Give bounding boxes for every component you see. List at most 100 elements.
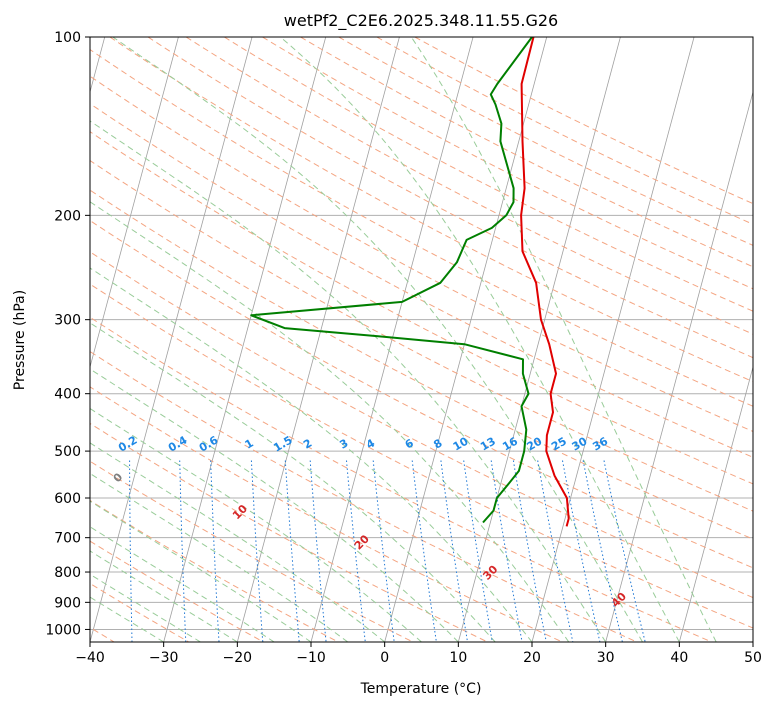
mixing-ratio-line: [411, 460, 437, 642]
mixing-ratio-line: [82, 461, 83, 643]
dry-adiabat-line: [90, 131, 753, 485]
mixing-ratio-label: 4: [364, 436, 377, 451]
profile-series: [250, 37, 570, 527]
mixing-ratio-line: [250, 460, 264, 642]
y-tick-label: 100: [54, 30, 81, 46]
dry-adiabat-line: [224, 37, 753, 312]
y-tick-label: 600: [54, 491, 81, 507]
dry-adiabat-line: [90, 283, 753, 629]
plot-frame: [89, 36, 754, 643]
dry-adiabat-label: 40: [609, 590, 629, 610]
mixing-ratio-line: [562, 460, 601, 642]
mixing-ratio-line: [582, 460, 623, 642]
moist-adiabat-line: [90, 368, 459, 642]
mixing-ratio-line: [490, 460, 523, 642]
dry-adiabat-line: [90, 220, 753, 569]
dry-adiabat-line: [262, 37, 753, 290]
isotherm-line: [605, 90, 753, 642]
dry-adiabat-line: [109, 37, 753, 383]
mixing-ratio-line: [440, 460, 468, 642]
mixing-ratio-label: 1: [243, 437, 256, 452]
moist-adiabat-line: [90, 472, 349, 642]
moist-adiabat-line: [90, 407, 422, 642]
y-tick-label: 900: [54, 595, 81, 611]
chart-title: wetPf2_C2E6.2025.348.11.55.G26: [284, 11, 558, 31]
isotherm-line: [236, 37, 400, 642]
moist-adiabat-line: [90, 550, 238, 642]
isotherm-line: [384, 37, 548, 642]
x-tick-label: −10: [296, 650, 326, 666]
moist-adiabat-line: [90, 267, 533, 642]
mixing-ratio-label: 6: [403, 436, 416, 451]
isotherm-line: [90, 37, 179, 369]
dry-adiabat-label: 10: [230, 502, 250, 522]
dry-adiabat-label: 0: [111, 470, 126, 485]
temperature-line: [520, 37, 570, 527]
x-tick-label: −30: [149, 650, 179, 666]
x-tick-label: 10: [449, 650, 467, 666]
moist-adiabat-line: [280, 37, 680, 642]
dry-adiabat-line: [147, 37, 753, 359]
isotherm-line: [678, 365, 753, 642]
dry-adiabat-line: [376, 37, 753, 225]
isotherm-line: [90, 37, 253, 642]
y-tick-label: 300: [54, 313, 81, 329]
moist-adiabat-line: [112, 37, 643, 642]
dry-adiabat-label: 30: [480, 563, 500, 583]
y-tick-label: 200: [54, 208, 81, 224]
isotherm-line: [163, 37, 327, 642]
dry-adiabat-line: [90, 189, 753, 540]
mixing-ratio-label: 3: [337, 437, 350, 452]
dry-adiabat-line: [90, 499, 339, 642]
isotherm-line: [457, 37, 621, 642]
x-tick-label: 40: [670, 650, 688, 666]
y-axis-label: Pressure (hPa): [12, 290, 28, 390]
x-tick-label: 0: [380, 650, 389, 666]
x-tick-label: −20: [223, 650, 253, 666]
dry-adiabat-line: [90, 75, 753, 432]
moist-adiabat-line: [410, 37, 717, 642]
y-tick-label: 800: [54, 565, 81, 581]
moist-adiabat-line: [90, 442, 386, 642]
x-axis-label: Temperature (°C): [360, 681, 482, 697]
mixing-ratio-line: [346, 460, 366, 642]
mixing-ratio-line: [463, 460, 493, 642]
moist-adiabat-line: [90, 500, 312, 642]
background-lines: [82, 37, 753, 643]
dry-adiabat-line: [414, 37, 753, 205]
background-labels: 0.10.20.40.611.52346810131620253036-100-…: [69, 433, 629, 610]
dry-adiabat-line: [90, 540, 264, 642]
dry-adiabat-line: [90, 103, 753, 458]
axis-ticks: −40 −30 −20 −10 0 10 20 30 40 5010020030040050060…: [45, 30, 762, 666]
moist-adiabat-line: [90, 120, 607, 642]
dry-adiabat-line: [90, 386, 563, 642]
dewpoint-line: [250, 37, 533, 524]
x-tick-label: 20: [523, 650, 541, 666]
dry-adiabat-line: [90, 251, 753, 599]
dry-adiabat-line: [90, 582, 190, 642]
dry-adiabat-line: [90, 48, 753, 407]
x-tick-label: 30: [597, 650, 615, 666]
y-tick-label: 500: [54, 444, 81, 460]
y-tick-label: 400: [54, 387, 81, 403]
moist-adiabat-line: [90, 201, 570, 642]
moist-adiabat-line: [90, 526, 275, 642]
mixing-ratio-line: [372, 460, 395, 642]
dry-adiabat-line: [90, 159, 753, 512]
isotherm-line: [531, 37, 695, 642]
dry-adiabat-line: [90, 350, 638, 642]
mixing-ratio-label: 0.1: [69, 434, 92, 455]
mixing-ratio-line: [537, 460, 574, 642]
mixing-ratio-label: 2: [301, 437, 314, 452]
mixing-ratio-line: [512, 460, 547, 642]
moist-adiabat-line: [90, 322, 496, 642]
mixing-ratio-line: [603, 460, 646, 642]
isotherm-line: [752, 640, 753, 642]
moist-adiabat-line: [90, 573, 201, 642]
x-tick-label: 50: [744, 650, 762, 666]
dry-adiabat-line: [338, 37, 753, 246]
y-tick-label: 1000: [45, 622, 81, 638]
dry-adiabat-line: [90, 460, 414, 642]
x-tick-label: −40: [75, 650, 105, 666]
mixing-ratio-line: [179, 460, 187, 642]
